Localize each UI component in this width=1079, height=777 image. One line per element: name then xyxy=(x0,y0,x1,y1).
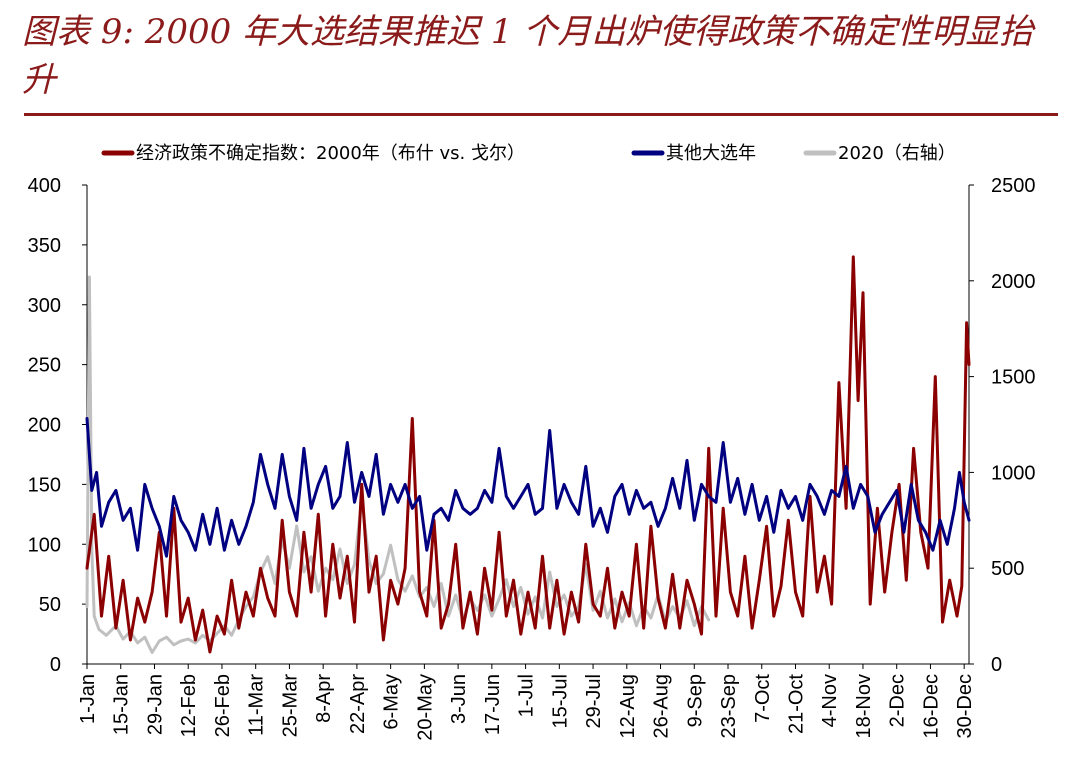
legend-label-2: 2020（右轴） xyxy=(838,143,956,164)
x-tick-label: 18-Nov xyxy=(853,674,875,738)
x-tick-label: 25-Mar xyxy=(279,674,301,738)
axes: 0 50 100 150 200 250 300 350 400 0 500 1000 1500 2000… xyxy=(28,175,1036,741)
x-tick-label: 23-Sep xyxy=(718,674,740,739)
y-tick-label: 0 xyxy=(50,654,61,676)
y-tick-label: 200 xyxy=(28,415,61,437)
y-tick-label: 350 xyxy=(28,235,61,257)
x-tick-label: 1-Jul xyxy=(516,674,538,717)
x-tick-label: 20-May xyxy=(414,674,436,741)
y-tick-label: 150 xyxy=(28,474,61,496)
y2-tick-label: 1000 xyxy=(991,462,1036,484)
legend: 经济政策不确定指数：2000年（布什 vs. 戈尔） 其他大选年 2020（右轴） xyxy=(101,143,956,164)
x-tick-label: 3-Jun xyxy=(448,674,470,724)
legend-label-1: 其他大选年 xyxy=(666,143,756,164)
x-tick-label: 12-Aug xyxy=(617,674,639,739)
chart-title: 图表 9: 2000 年大选结果推迟 1 个月出炉使得政策不确定性明显抬升 xyxy=(22,12,1034,100)
x-tick-label: 9-Sep xyxy=(684,674,706,727)
legend-label-0: 经济政策不确定指数：2000年（布什 vs. 戈尔） xyxy=(136,143,525,164)
x-tick-label: 6-May xyxy=(381,674,403,730)
x-tick-label: 11-Mar xyxy=(246,674,268,736)
y-tick-label: 400 xyxy=(28,175,61,197)
x-tick-label: 26-Aug xyxy=(651,674,673,739)
x-tick-label: 16-Dec xyxy=(920,674,942,738)
x-tick-label: 7-Oct xyxy=(752,674,774,723)
x-tick-label: 26-Feb xyxy=(212,674,234,737)
x-tick-label: 8-Apr xyxy=(313,674,335,723)
series-line-0 xyxy=(85,255,971,654)
y-tick-label: 100 xyxy=(28,534,61,556)
x-tick-label: 15-Jan xyxy=(111,674,133,735)
x-tick-label: 17-Jun xyxy=(482,674,504,735)
y-tick-label: 300 xyxy=(28,295,61,317)
x-tick-label: 1-Jan xyxy=(77,674,99,724)
x-tick-label: 12-Feb xyxy=(178,674,200,737)
y2-tick-label: 2500 xyxy=(991,175,1036,197)
x-tick-label: 2-Dec xyxy=(887,674,909,727)
title-rule xyxy=(24,113,1058,116)
y2-tick-label: 0 xyxy=(991,654,1002,676)
x-tick-label: 29-Jul xyxy=(583,674,605,728)
x-tick-label: 22-Apr xyxy=(347,674,369,734)
series-line-1 xyxy=(85,417,971,558)
x-tick-label: 29-Jan xyxy=(144,674,166,735)
y-tick-label: 250 xyxy=(28,355,61,377)
x-tick-label: 30-Dec xyxy=(954,674,976,738)
y-tick-label: 50 xyxy=(39,594,61,616)
y2-tick-label: 500 xyxy=(991,558,1024,580)
series-group xyxy=(85,255,971,654)
y2-tick-label: 2000 xyxy=(991,271,1036,293)
x-tick-label: 15-Jul xyxy=(549,674,571,728)
x-tick-label: 21-Oct xyxy=(785,674,807,734)
x-tick-label: 4-Nov xyxy=(819,674,841,727)
y2-tick-label: 1500 xyxy=(991,367,1036,389)
